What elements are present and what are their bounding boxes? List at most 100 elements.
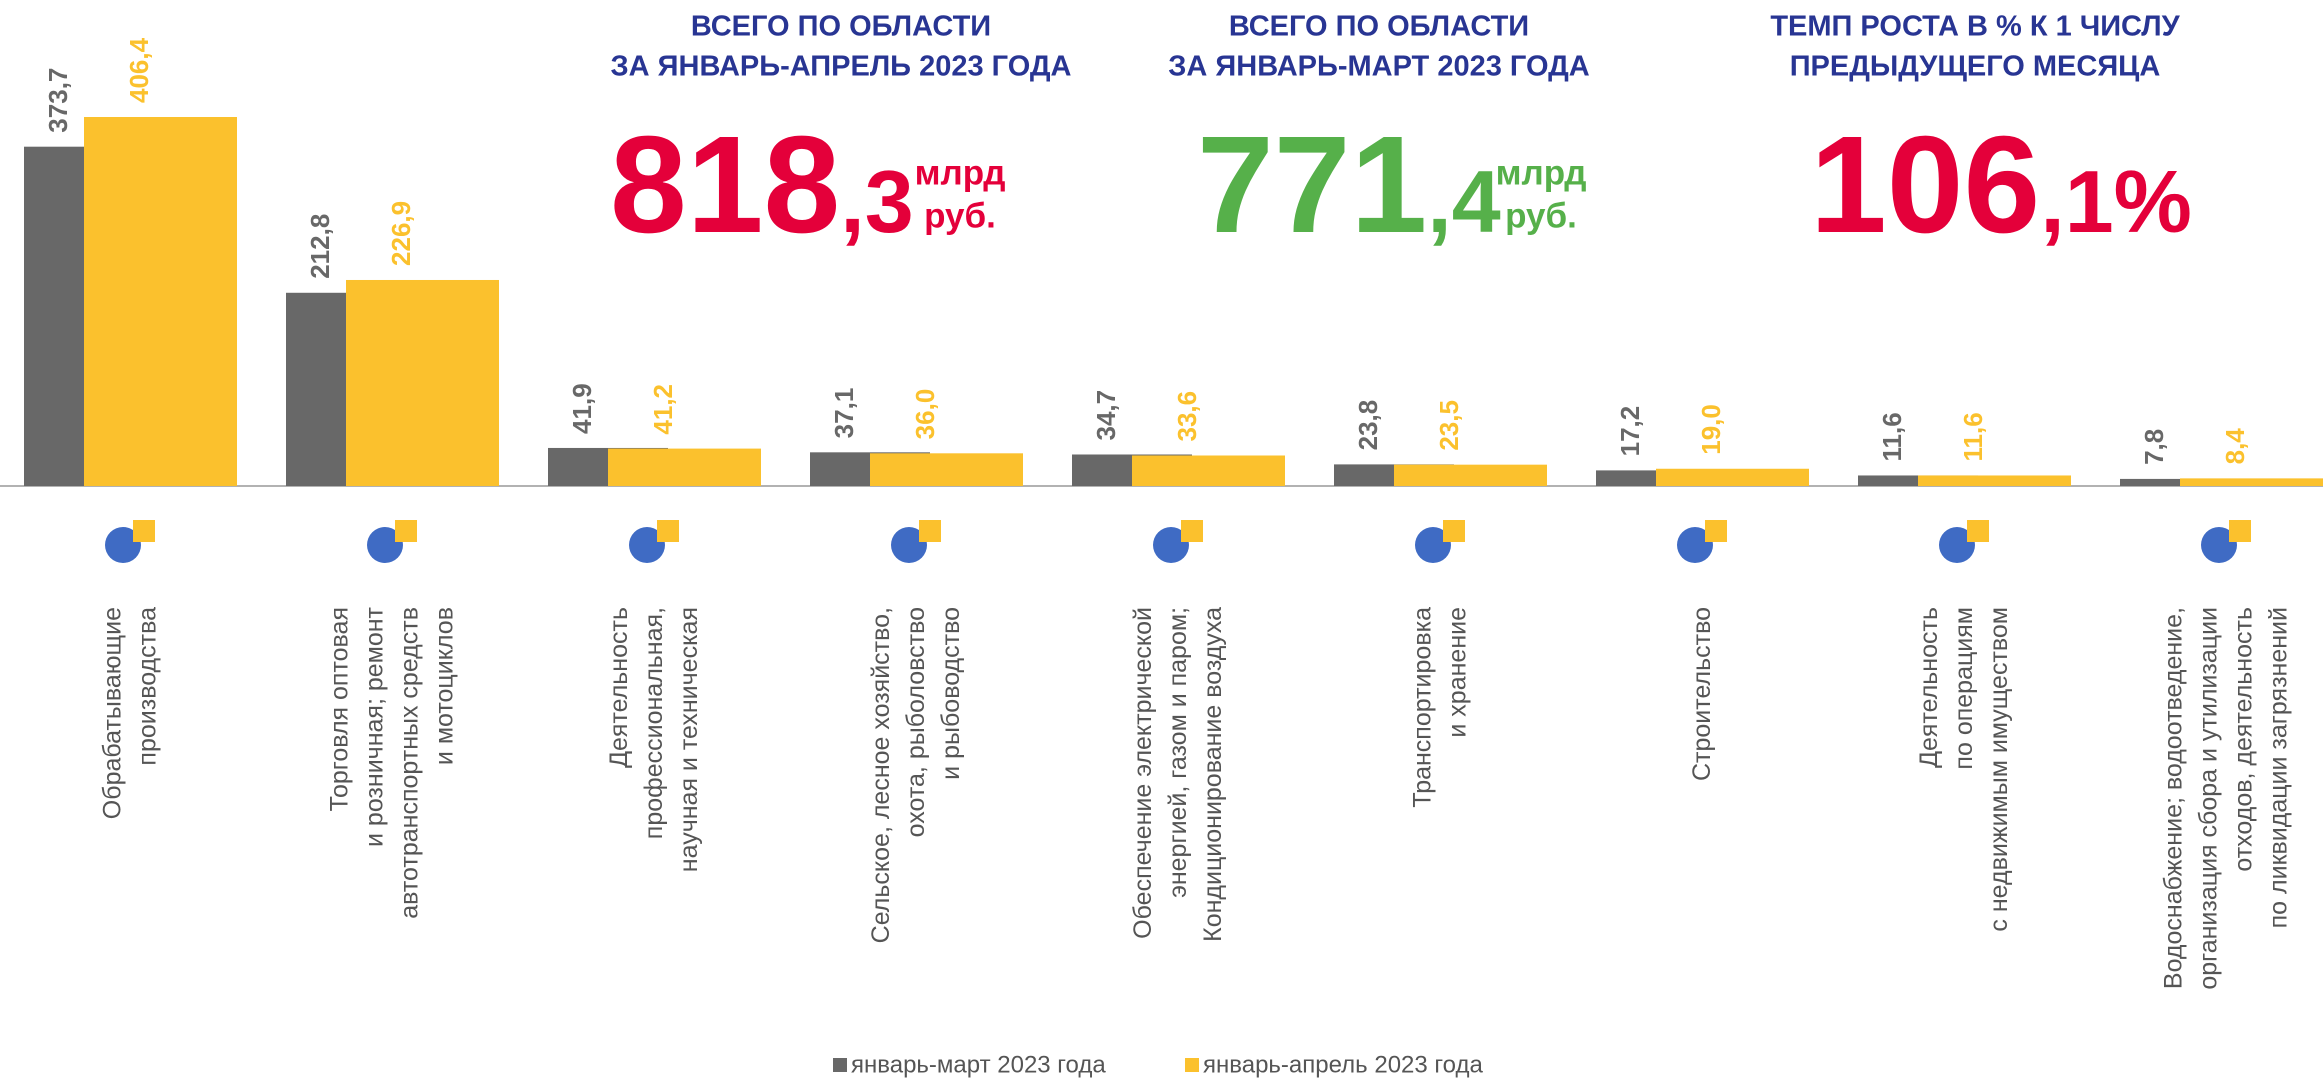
kpi-decimal: ,1% [2040,152,2192,251]
category-label-line: Торговля оптовая [325,607,353,811]
category-label: Торговля оптовая и розничная; ремонт автот… [325,606,458,918]
category-label-line: Сельское, лесное хозяйство, [867,607,895,943]
value-label: 37,1 [829,388,859,439]
kpi-value: 106,1% [1810,108,2192,262]
category-label-line: отходов, деятельность [2229,607,2257,872]
category-label: Деятельность профессиональная, научная и т… [605,607,703,872]
category-icon [1153,527,1189,563]
category-icon [395,520,417,542]
value-label: 34,7 [1091,390,1121,441]
value-label: 41,2 [648,384,678,435]
value-label: 11,6 [1877,412,1907,461]
value-label: 7,8 [2139,429,2169,465]
category-icon [367,527,403,563]
bar [870,453,1023,486]
category-label-line: Кондиционирование воздуха [1199,607,1227,942]
category-label: Строительство [1688,607,1716,781]
kpi-integer: 106 [1810,108,2040,262]
bar [1394,464,1547,486]
category-label-line: и розничная; ремонт [360,606,388,847]
category-icon [1705,520,1727,542]
value-label: 17,2 [1615,406,1645,457]
legend-label: январь-март 2023 года [851,1051,1106,1078]
value-label: 11,6 [1958,412,1988,461]
category-label-line: и хранение [1443,607,1471,738]
category-label-line: Обрабатывающие [98,607,126,819]
category-icon [2201,527,2237,563]
value-label: 19,0 [1696,404,1726,455]
category-label-line: Транспортировка [1408,607,1436,808]
category-icon [657,520,679,542]
category-label-line: с недвижимым имуществом [1985,607,2013,932]
category-icon [1443,520,1465,542]
category-label-line: Строительство [1688,607,1716,781]
kpi-title: ЗА ЯНВАРЬ-МАРТ 2023 ГОДА [1168,51,1590,83]
value-label: 212,8 [305,214,335,279]
category-label-line: охота, рыболовство [902,607,930,837]
category-label-line: Деятельность [605,607,633,768]
category-icon [1181,520,1203,542]
category-label-line: производства [133,607,161,766]
bar [1656,468,1809,486]
category-icon [105,527,141,563]
value-label: 23,8 [1353,400,1383,451]
bar [1132,455,1285,486]
category-label: Деятельность по операциям с недвижимым иму… [1915,607,2013,932]
bar [346,279,499,486]
category-label: Обеспечение электрической энергией, газом… [1129,607,1227,942]
category-label-line: научная и техническая [675,607,703,872]
legend-label: январь-апрель 2023 года [1203,1051,1483,1078]
kpi-unit: руб. [924,196,996,235]
category-label-line: и мотоциклов [430,607,458,765]
value-label: 226,9 [386,201,416,266]
category-icon [1967,520,1989,542]
category-label-line: организация сбора и утилизации [2194,607,2222,990]
category-icon [891,527,927,563]
kpi-unit: руб. [1505,196,1577,235]
category-label-line: профессиональная, [640,607,668,839]
category-icon [1677,527,1713,563]
value-label: 8,4 [2220,428,2250,465]
category-label-line: энергией, газом и паром; [1164,607,1192,898]
category-label-line: Водоснабжение; водоотведение, [2159,607,2187,989]
category-label: Обрабатывающие производства [98,607,161,819]
kpi-title: ВСЕГО ПО ОБЛАСТИ [691,11,991,43]
category-icon [2229,520,2251,542]
category-label: Транспортировка и хранение [1408,607,1471,808]
kpi-title: ВСЕГО ПО ОБЛАСТИ [1229,11,1529,43]
category-label-line: по операциям [1950,607,1978,770]
category-label-line: автотранспортных средств [395,607,423,919]
kpi-title: ЗА ЯНВАРЬ-АПРЕЛЬ 2023 ГОДА [611,51,1072,83]
bar [1918,475,2071,486]
value-label: 406,4 [124,37,154,103]
kpi-unit: млрд [1496,153,1587,192]
category-label: Водоснабжение; водоотведение, организация… [2159,607,2292,990]
bar [84,117,237,486]
kpi-decimal: ,3 [840,152,913,251]
kpi-title: ТЕМП РОСТА В % К 1 ЧИСЛУ [1770,11,2180,43]
kpi-value: 771,4 [1197,108,1501,262]
kpi-title: ПРЕДЫДУЩЕГО МЕСЯЦА [1790,51,2161,83]
category-label-line: Обеспечение электрической [1129,607,1157,939]
legend-swatch [1185,1058,1199,1072]
category-label: Сельское, лесное хозяйство, охота, рыболо… [867,607,965,943]
category-icon [1939,527,1975,563]
value-label: 23,5 [1434,400,1464,451]
kpi-integer: 771 [1197,108,1427,262]
value-label: 36,0 [910,389,940,440]
category-label-line: Деятельность [1915,607,1943,768]
bar [608,448,761,486]
category-icon [629,527,665,563]
value-label: 41,9 [567,383,597,434]
category-label-line: по ликвидации загрязнений [2264,607,2292,928]
value-label: 33,6 [1172,391,1202,442]
kpi-decimal: ,4 [1427,152,1500,251]
value-label: 373,7 [43,68,73,133]
category-label-line: и рыбоводство [937,607,965,780]
bar [2180,478,2323,486]
kpi-unit: млрд [915,153,1006,192]
kpi-integer: 818 [610,108,840,262]
legend-swatch [833,1058,847,1072]
category-icon [1415,527,1451,563]
